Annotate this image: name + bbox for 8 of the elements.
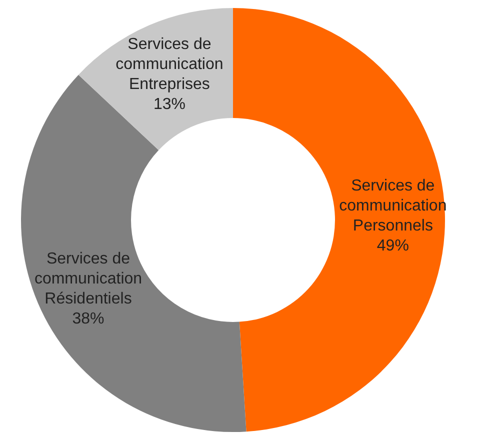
data-label: 38% (72, 310, 104, 328)
donut-slice (21, 74, 246, 432)
slice-label: Services de communication Entreprises (116, 36, 224, 93)
donut-slice (233, 8, 445, 432)
donut-slice (78, 8, 233, 150)
data-label: 49% (376, 238, 409, 255)
data-label: 13% (153, 96, 186, 113)
slice-label: Services de communication Résidentiels (34, 250, 142, 308)
